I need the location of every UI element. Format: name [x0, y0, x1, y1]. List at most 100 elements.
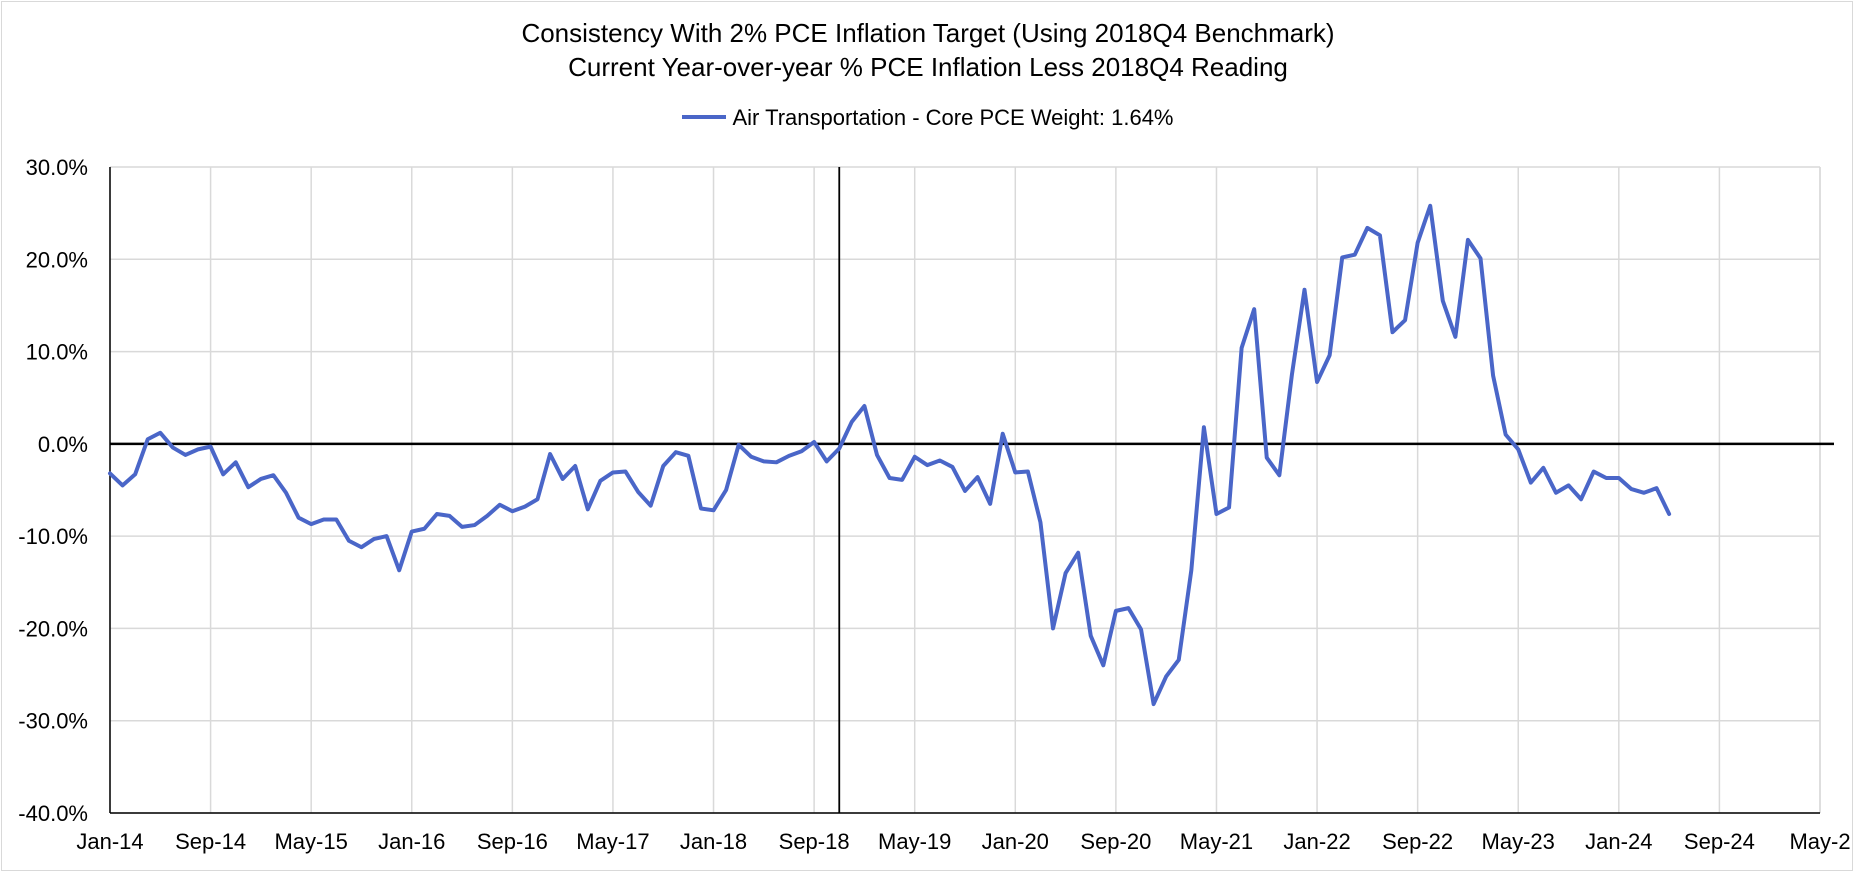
data-point: [1379, 234, 1381, 237]
axes: [109, 167, 1834, 814]
data-point: [599, 479, 602, 482]
x-tick-label: May-23: [1482, 829, 1555, 854]
data-point: [1316, 381, 1318, 383]
data-point: [851, 420, 853, 423]
data-point: [197, 448, 199, 451]
data-point: [134, 473, 136, 476]
data-point: [926, 464, 929, 466]
data-point: [901, 479, 903, 481]
y-tick-label: 10.0%: [26, 340, 88, 365]
series-line: [108, 203, 1672, 707]
data-point: [1416, 241, 1419, 244]
x-tick-label: Jan-18: [680, 829, 747, 854]
data-point: [1102, 664, 1105, 667]
data-point: [461, 526, 463, 528]
legend-label: Air Transportation - Core PCE Weight: 1.…: [732, 105, 1174, 130]
y-tick-label: 0.0%: [38, 432, 88, 457]
data-point: [1555, 491, 1557, 494]
data-point: [184, 454, 187, 456]
x-tick-label: Jan-22: [1283, 829, 1350, 854]
x-tick-label: Jan-16: [378, 829, 445, 854]
data-point: [473, 524, 476, 526]
data-point: [1567, 484, 1570, 487]
data-point: [1592, 470, 1595, 473]
data-point: [1404, 319, 1406, 321]
data-point: [1441, 300, 1444, 302]
data-point: [121, 484, 124, 487]
x-tick-label: Sep-14: [175, 829, 246, 854]
data-point: [146, 438, 149, 441]
data-point: [1278, 474, 1281, 477]
data-point: [1429, 204, 1432, 207]
data-point: [574, 465, 577, 467]
x-tick-label: Sep-20: [1080, 829, 1151, 854]
data-point: [1328, 354, 1331, 357]
data-point: [1517, 448, 1520, 451]
data-point: [637, 491, 639, 493]
data-point: [1001, 432, 1004, 435]
data-point: [1467, 239, 1469, 241]
data-point: [1064, 572, 1067, 574]
x-tick-label: Jan-20: [982, 829, 1049, 854]
data-point: [1291, 373, 1293, 376]
y-tick-label: 30.0%: [26, 155, 88, 180]
data-point: [1618, 477, 1620, 479]
data-point: [1177, 659, 1180, 661]
y-tick-label: -30.0%: [18, 709, 88, 734]
y-tick-label: -40.0%: [18, 801, 88, 826]
x-tick-label: Sep-24: [1684, 829, 1755, 854]
data-point: [322, 518, 325, 521]
data-point: [159, 431, 162, 434]
data-point: [1530, 481, 1532, 484]
data-point: [1580, 498, 1582, 501]
data-point: [172, 446, 174, 449]
data-point: [737, 443, 740, 446]
series-layer: [108, 203, 1672, 707]
data-point: [687, 455, 690, 457]
data-point: [876, 454, 878, 456]
data-point: [1027, 470, 1029, 473]
data-point: [913, 455, 916, 458]
data-point: [498, 503, 501, 506]
data-point: [1605, 477, 1608, 479]
y-tick-label: 20.0%: [26, 247, 88, 272]
data-point: [775, 461, 778, 464]
chart-subtitle: Current Year-over-year % PCE Inflation L…: [568, 52, 1288, 82]
data-point: [649, 504, 652, 507]
x-tick-label: May-17: [576, 829, 649, 854]
data-point: [662, 465, 665, 467]
y-tick-label: -10.0%: [18, 524, 88, 549]
data-point: [1152, 703, 1155, 705]
data-point: [561, 478, 564, 480]
legend: Air Transportation - Core PCE Weight: 1.…: [0, 104, 1856, 132]
x-tick-label: Sep-16: [477, 829, 548, 854]
x-tick-label: Jan-24: [1585, 829, 1652, 854]
x-axis-labels: Jan-14 Sep-14 May-15 Jan-16 Sep-16 May-17 Jan-…: [76, 829, 1850, 854]
data-point: [1228, 506, 1230, 509]
data-point: [297, 516, 300, 519]
data-point: [1504, 433, 1507, 436]
data-point: [813, 441, 815, 443]
x-tick-label: Jan-14: [76, 829, 143, 854]
data-point: [1492, 374, 1494, 377]
data-point: [612, 471, 614, 474]
data-point: [788, 455, 790, 457]
data-point: [1014, 471, 1017, 474]
data-point: [800, 450, 803, 453]
data-point: [1643, 491, 1645, 494]
data-point: [1655, 487, 1658, 489]
data-point: [1265, 456, 1268, 459]
data-point: [536, 498, 539, 501]
data-point: [1253, 308, 1255, 310]
data-point: [234, 461, 237, 464]
data-point: [700, 507, 702, 510]
x-tick-label: May-15: [274, 829, 347, 854]
data-point: [763, 460, 765, 463]
data-point: [1454, 336, 1457, 338]
data-point: [725, 489, 727, 491]
legend-swatch: [682, 115, 727, 120]
data-point: [436, 513, 438, 515]
data-point: [989, 503, 991, 505]
data-point: [838, 447, 841, 450]
